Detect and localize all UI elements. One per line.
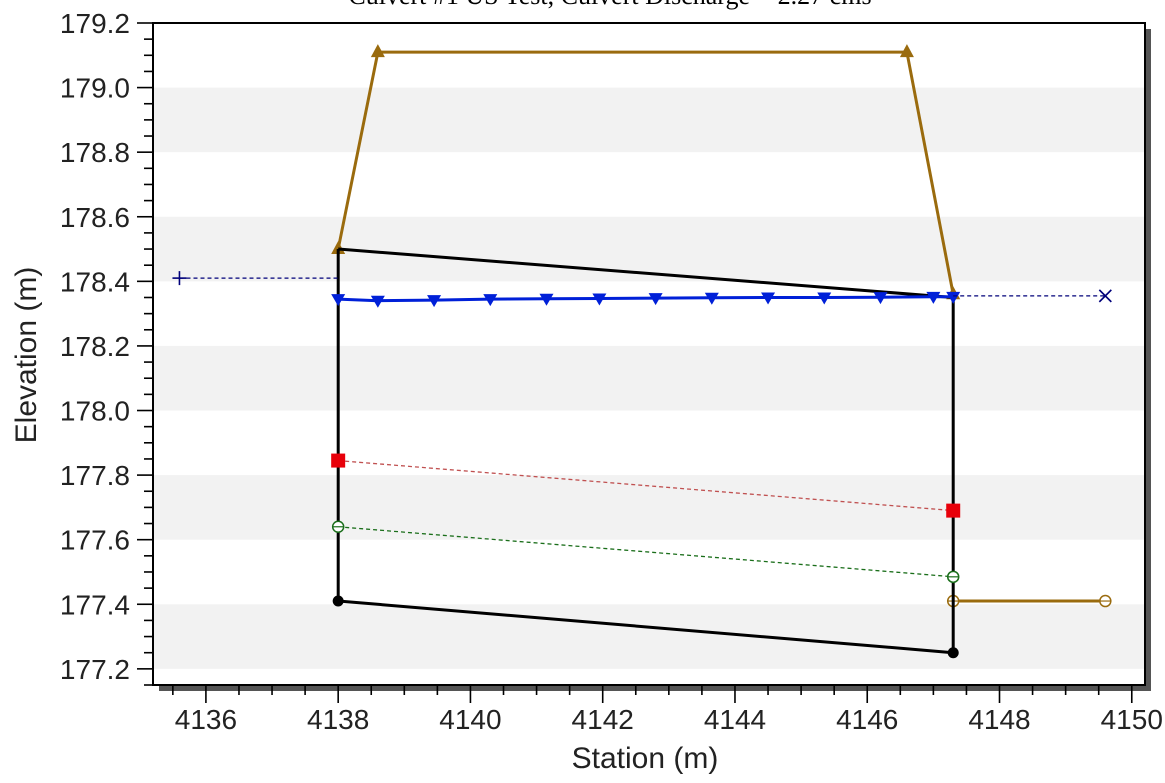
plot-band xyxy=(153,604,1145,669)
square-marker xyxy=(946,503,961,518)
triangle-down-marker xyxy=(761,292,776,305)
plot-band xyxy=(153,345,1145,411)
culvert-top-line xyxy=(336,50,955,295)
x-tick-label: 4144 xyxy=(704,704,766,735)
triangle-down-marker xyxy=(331,294,346,307)
triangle-down-marker xyxy=(873,292,888,305)
plot-frame xyxy=(152,22,1146,686)
x-tick-label: 4150 xyxy=(1101,704,1163,735)
plot-band xyxy=(153,475,1145,540)
y-tick-label: 178.0 xyxy=(60,396,130,427)
triangle-down-marker xyxy=(539,293,554,306)
y-tick-label: 177.2 xyxy=(60,654,130,685)
triangle-down-marker xyxy=(704,292,719,305)
y-tick-label: 178.4 xyxy=(60,266,130,297)
y-tick-label: 177.6 xyxy=(60,525,130,556)
triangle-up-marker xyxy=(899,44,914,58)
chart-title: Culvert #1 US Test, Culvert Discharge = … xyxy=(348,0,871,10)
triangle-down-marker xyxy=(483,294,498,307)
dot-marker xyxy=(947,647,959,659)
critical-depth-line xyxy=(338,459,954,512)
y-tick-label: 178.8 xyxy=(60,137,130,168)
triangle-down-marker xyxy=(370,295,385,308)
normal-depth-line xyxy=(338,526,954,578)
y-tick-label: 178.2 xyxy=(60,331,130,362)
triangle-down-marker xyxy=(817,292,832,305)
axes-layer: 177.2 177.4 177.6 177.8 178.0 178.2 178.4 178.6… xyxy=(60,8,1163,735)
y-tick-label: 179.2 xyxy=(60,8,130,39)
y-tick-label: 178.6 xyxy=(60,202,130,233)
x-tick-label: 4140 xyxy=(439,704,501,735)
plot-band xyxy=(153,87,1145,153)
triangle-down-marker xyxy=(926,291,941,304)
triangle-down-marker xyxy=(648,293,663,306)
x-tick-label: 4142 xyxy=(572,704,634,735)
triangle-down-marker xyxy=(592,293,607,306)
triangle-down-marker xyxy=(946,291,961,304)
square-marker xyxy=(331,453,346,468)
triangle-down-marker xyxy=(427,295,442,308)
triangle-up-marker xyxy=(331,241,346,255)
dot-marker xyxy=(332,595,344,607)
cross-marker-b xyxy=(1098,289,1112,303)
y-tick-label: 177.4 xyxy=(60,589,130,620)
y-tick-label: 179.0 xyxy=(60,73,130,104)
series-layer xyxy=(172,44,1112,659)
plot-background xyxy=(153,23,1151,691)
x-tick-label: 4146 xyxy=(836,704,898,735)
x-tick-label: 4138 xyxy=(307,704,369,735)
x-axis-label: Station (m) xyxy=(572,742,719,775)
triangle-up-marker xyxy=(370,44,385,58)
y-axis-label: Elevation (m) xyxy=(10,267,43,444)
x-tick-label: 4148 xyxy=(968,704,1030,735)
x-tick-label: 4136 xyxy=(175,704,237,735)
y-tick-label: 177.8 xyxy=(60,460,130,491)
plot-band xyxy=(153,216,1145,282)
